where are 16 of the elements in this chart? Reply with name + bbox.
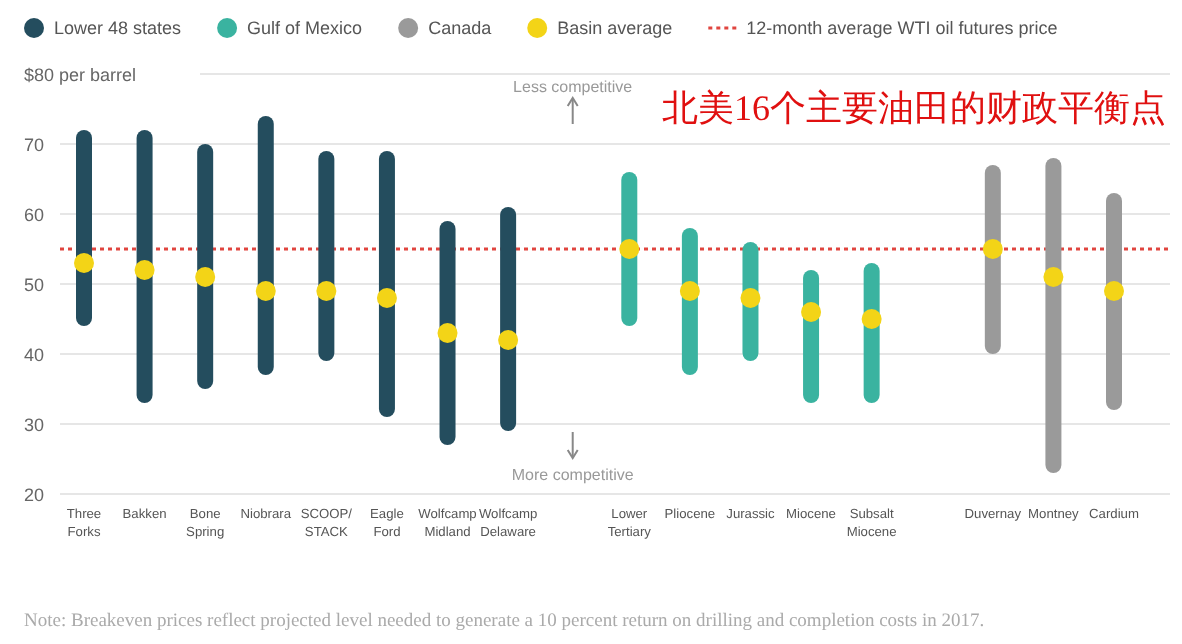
legend-label: Lower 48 states: [54, 18, 183, 38]
y-tick-label: 70: [24, 135, 45, 155]
text: Note: Breakeven prices reflect projected level needed to generate a 10 percent return on drilling and completion costs in 2017.: [24, 612, 985, 632]
annotation: Less competitive: [513, 78, 634, 96]
legend-label: 12-month average WTI oil futures price: [746, 18, 1058, 38]
annotation: More competitive: [511, 466, 635, 484]
y-tick-label: 20: [24, 485, 45, 505]
y-tick-label: $80 per barrel: [24, 65, 137, 85]
legend-label: Gulf of Mexico: [247, 18, 363, 38]
y-tick-label: 60: [24, 205, 45, 225]
y-tick-label: 40: [24, 345, 45, 365]
y-tick-label: 30: [24, 415, 45, 435]
legend-label: Basin average: [557, 18, 673, 38]
chart-title: 北美16个主要油田的财政平衡点: [662, 88, 1166, 128]
y-tick-label: 50: [24, 275, 45, 295]
legend-label: Canada: [428, 18, 492, 38]
